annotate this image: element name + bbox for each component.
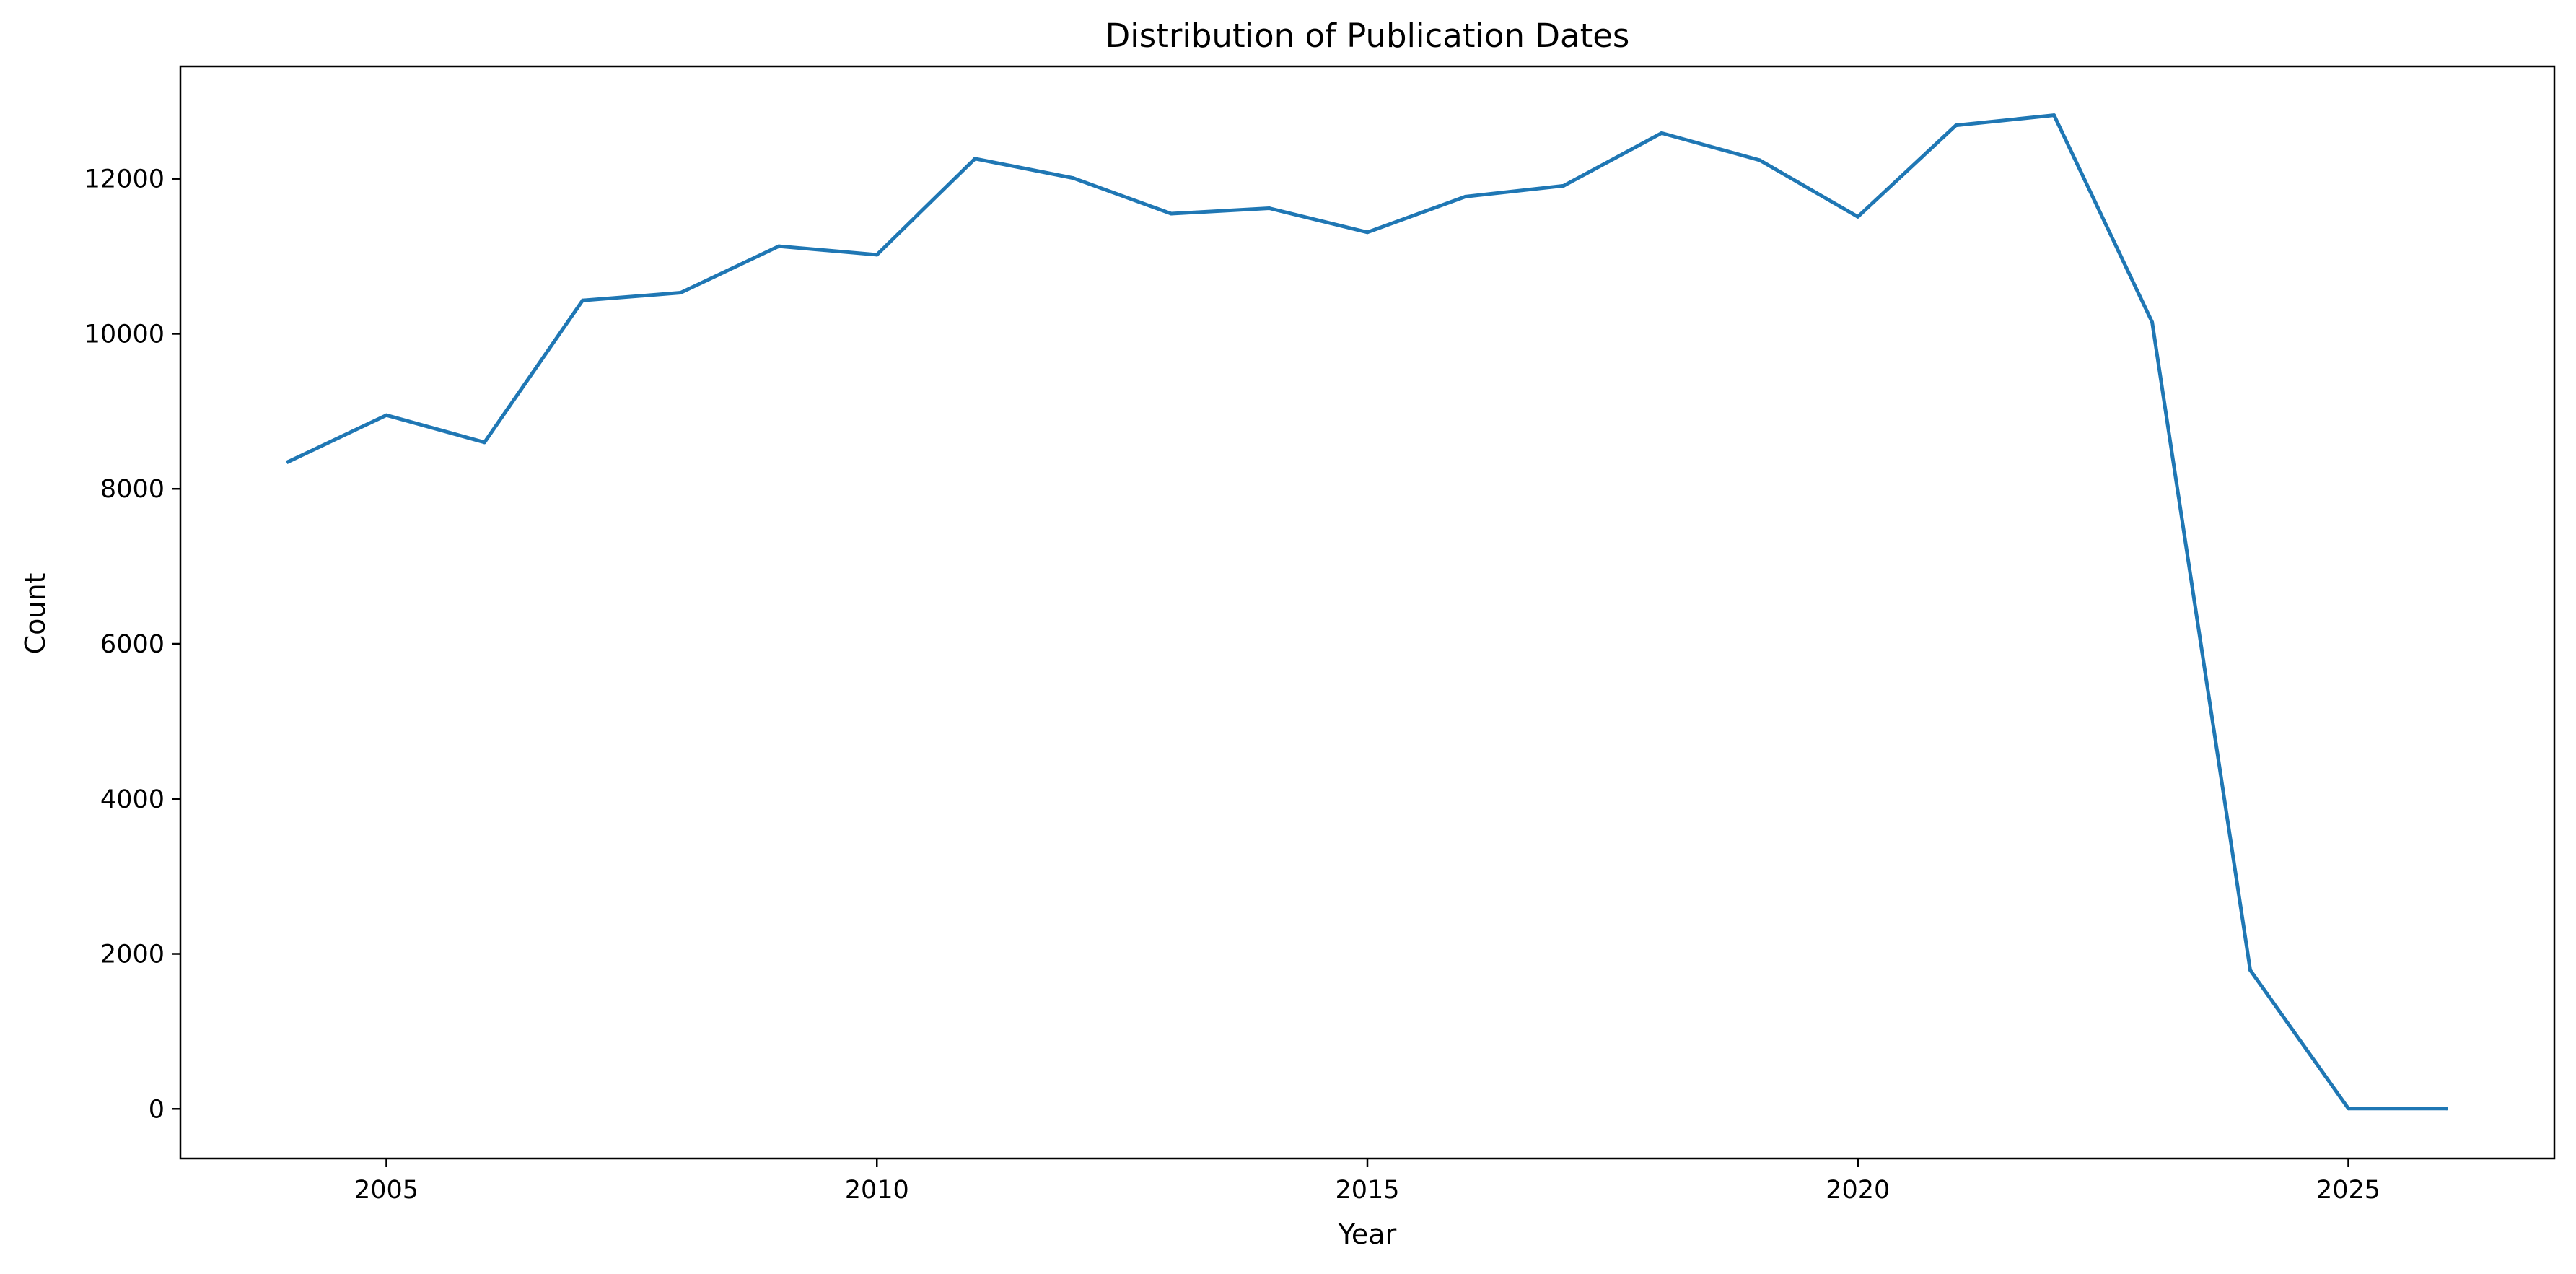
y-tick-label: 10000	[84, 320, 165, 349]
data-point	[2248, 968, 2253, 972]
data-point	[2347, 1107, 2351, 1111]
y-axis-ticks: 0 2000 4000 6000 8000 10000 12000	[84, 165, 180, 1124]
x-tick-label: 2020	[1826, 1176, 1890, 1205]
data-point	[1071, 176, 1075, 180]
plot-area	[286, 113, 2448, 1111]
data-point	[286, 460, 291, 464]
data-point	[384, 413, 388, 417]
x-tick-label: 2025	[2316, 1176, 2380, 1205]
data-point	[678, 291, 683, 295]
y-tick-label: 6000	[100, 630, 165, 659]
data-point	[1267, 206, 1271, 211]
data-point	[482, 440, 486, 445]
y-tick-label: 2000	[100, 941, 165, 969]
data-point	[1856, 214, 1860, 219]
data-point	[2052, 113, 2056, 118]
y-tick-label: 4000	[100, 785, 165, 814]
data-point	[1660, 131, 1664, 135]
y-tick-label: 12000	[84, 165, 165, 194]
data-point	[580, 298, 584, 302]
plot-frame	[179, 65, 2556, 1160]
y-tick-label: 8000	[100, 475, 165, 504]
chart-title: Distribution of Publication Dates	[1105, 17, 1630, 55]
data-point	[1463, 194, 1468, 198]
data-point	[776, 244, 781, 248]
data-point	[875, 253, 879, 257]
data-point	[1954, 123, 1958, 128]
data-point	[1561, 183, 1566, 188]
data-point	[1365, 230, 1370, 235]
data-point	[1169, 211, 1173, 216]
y-axis-label: Count	[19, 573, 51, 655]
data-point	[2150, 320, 2155, 324]
data-point	[1758, 158, 1762, 162]
x-axis-ticks: 2005 2010 2015 2020 2025	[354, 1159, 2380, 1205]
y-tick-label: 0	[149, 1095, 165, 1124]
data-point	[973, 157, 977, 161]
x-tick-label: 2005	[354, 1176, 419, 1205]
x-axis-label: Year	[1338, 1218, 1397, 1250]
x-tick-label: 2015	[1335, 1176, 1399, 1205]
x-tick-label: 2010	[845, 1176, 909, 1205]
data-point	[2444, 1107, 2448, 1111]
